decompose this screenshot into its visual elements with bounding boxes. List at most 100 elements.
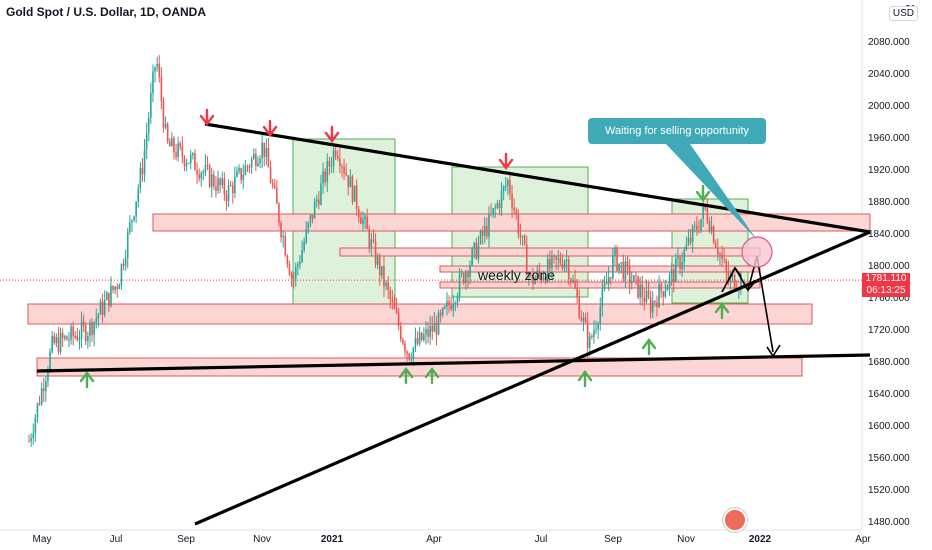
candle-body	[725, 260, 728, 272]
candle-body	[469, 265, 471, 278]
candle-body	[475, 242, 478, 259]
trendline	[194, 230, 871, 526]
x-tick-label: Nov	[677, 534, 695, 545]
candle-body	[294, 266, 297, 279]
candle-body	[454, 302, 457, 305]
candle-body	[626, 261, 629, 266]
candle-body	[536, 270, 539, 279]
candle-body	[658, 284, 660, 308]
candle-body	[496, 203, 499, 208]
candle-body	[355, 185, 358, 209]
candle-body	[51, 335, 53, 352]
candle-body	[603, 284, 606, 289]
candle-body	[219, 178, 221, 186]
candle-body	[662, 291, 665, 297]
down-arrow-icon	[262, 119, 278, 137]
candle-body	[565, 259, 568, 262]
candle-body	[124, 258, 127, 266]
candle-body	[154, 67, 156, 72]
candle-body	[561, 264, 564, 269]
candle-body	[441, 308, 444, 315]
candle-body	[714, 242, 717, 248]
candle-body	[120, 264, 123, 286]
candle-body	[57, 337, 60, 352]
candle-body	[574, 280, 576, 289]
y-tick-label: 1520.000	[868, 485, 910, 496]
candle-body	[349, 176, 352, 188]
candle-body	[532, 274, 534, 284]
candle-body	[675, 258, 677, 283]
candle-body	[723, 259, 725, 261]
candle-body	[557, 258, 560, 260]
candle-body	[38, 403, 41, 405]
candle-body	[307, 222, 310, 229]
candle-body	[477, 242, 480, 259]
candle-body	[223, 178, 226, 195]
candle-body	[494, 207, 497, 209]
candle-body	[677, 257, 679, 259]
us-flag-icon[interactable]	[723, 508, 747, 532]
candle-body	[740, 276, 742, 290]
candle-body	[435, 322, 438, 335]
candle-body	[303, 242, 305, 251]
candle-body	[166, 123, 169, 142]
candle-body	[555, 255, 557, 260]
candle-body	[643, 297, 646, 303]
candle-body	[353, 185, 356, 202]
candle-body	[202, 171, 205, 174]
candle-body	[324, 171, 326, 183]
currency-selector[interactable]: USD	[888, 6, 918, 21]
candle-body	[414, 338, 417, 348]
candle-body	[563, 261, 566, 269]
candle-body	[257, 163, 259, 166]
candle-body	[147, 117, 150, 134]
candle-body	[381, 265, 383, 276]
candle-body	[691, 226, 694, 243]
candle-body	[504, 186, 507, 188]
candle-body	[630, 281, 633, 284]
candle-body	[42, 388, 45, 392]
candle-body	[139, 167, 142, 189]
candle-body	[99, 301, 102, 315]
support-resistance-zone	[439, 265, 761, 273]
candle-body	[315, 199, 318, 202]
candle-body	[55, 337, 58, 344]
candle-body	[261, 142, 263, 159]
candle-body	[181, 146, 184, 157]
candle-body	[341, 166, 343, 168]
candle-body	[605, 283, 608, 285]
candle-body	[425, 329, 427, 335]
candle-body	[76, 336, 79, 341]
candle-body	[114, 286, 116, 291]
candle-body	[227, 185, 230, 202]
candle-body	[145, 133, 148, 150]
candle-body	[116, 286, 119, 290]
candle-body	[668, 275, 671, 287]
candle-body	[118, 285, 121, 290]
candle-body	[177, 143, 179, 157]
candle-body	[318, 199, 320, 205]
candle-body	[66, 336, 68, 340]
candle-body	[599, 306, 602, 325]
candle-body	[133, 216, 135, 221]
candle-body	[152, 71, 154, 93]
candle-body	[639, 285, 641, 298]
candle-body	[168, 141, 171, 147]
candle-body	[656, 302, 658, 308]
callout-note[interactable]: Waiting for selling opportunity	[588, 118, 766, 144]
candle-body	[549, 258, 551, 269]
candle-body	[282, 236, 284, 238]
x-tick-label: Jul	[110, 534, 123, 545]
candle-body	[271, 182, 274, 186]
support-resistance-zone	[36, 357, 803, 377]
projection-arrowheads	[729, 266, 781, 358]
candle-body	[360, 217, 362, 224]
candle-body	[206, 164, 209, 166]
candle-body	[465, 272, 467, 284]
candle-body	[30, 438, 32, 442]
candle-body	[538, 270, 541, 274]
candle-body	[210, 174, 213, 187]
candle-body	[420, 332, 423, 341]
candle-body	[578, 296, 581, 318]
